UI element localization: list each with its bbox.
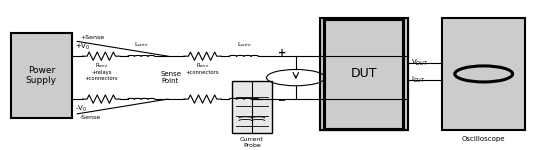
- Text: R$_{wire}$
+relays
+connectors: R$_{wire}$ +relays +connectors: [84, 61, 118, 81]
- Text: I$_{DUT}$: I$_{DUT}$: [411, 75, 426, 85]
- Text: Sense
Point: Sense Point: [160, 71, 181, 84]
- Bar: [11, 33, 72, 118]
- Text: -V$_0$: -V$_0$: [75, 103, 87, 114]
- Text: −: −: [278, 96, 287, 106]
- Text: DUT: DUT: [351, 68, 377, 80]
- Bar: [324, 19, 403, 129]
- Bar: [320, 18, 408, 130]
- Text: +V$_0$: +V$_0$: [75, 42, 90, 52]
- Text: -Sense: -Sense: [80, 115, 101, 120]
- Text: +Sense: +Sense: [80, 35, 104, 40]
- Bar: [232, 81, 272, 133]
- Bar: [442, 18, 525, 130]
- Text: L$_{wire}$: L$_{wire}$: [134, 40, 149, 49]
- Text: Power
Supply: Power Supply: [26, 66, 57, 85]
- Text: R$_{wire}$
+connectors: R$_{wire}$ +connectors: [185, 61, 220, 75]
- Text: Current
Probe: Current Probe: [240, 137, 264, 148]
- Text: L$_{wire}$: L$_{wire}$: [237, 40, 251, 49]
- Text: Oscilloscope: Oscilloscope: [462, 136, 505, 142]
- Text: +: +: [278, 48, 287, 58]
- Text: V$_{DUT}$: V$_{DUT}$: [411, 58, 429, 68]
